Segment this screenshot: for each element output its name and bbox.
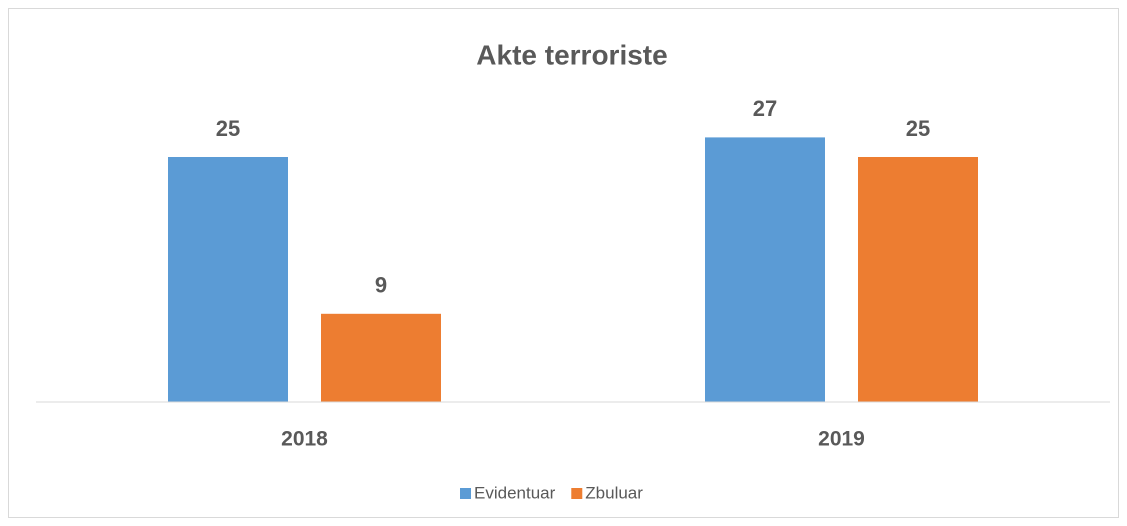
bar	[321, 313, 441, 402]
chart-title: Akte terroriste	[476, 39, 667, 70]
bar	[705, 137, 825, 402]
x-tick-label: 2019	[818, 428, 865, 451]
legend-swatch	[571, 488, 583, 499]
value-label: 27	[753, 96, 777, 121]
value-label: 25	[906, 116, 930, 141]
bar	[858, 157, 978, 402]
x-tick-label: 2018	[281, 428, 328, 451]
bar	[168, 157, 288, 402]
legend-swatch	[460, 488, 471, 499]
legend-label: Zbuluar	[585, 483, 643, 502]
legend-label: Evidentuar	[474, 483, 556, 502]
value-label: 25	[216, 116, 240, 141]
value-label: 9	[375, 273, 387, 298]
